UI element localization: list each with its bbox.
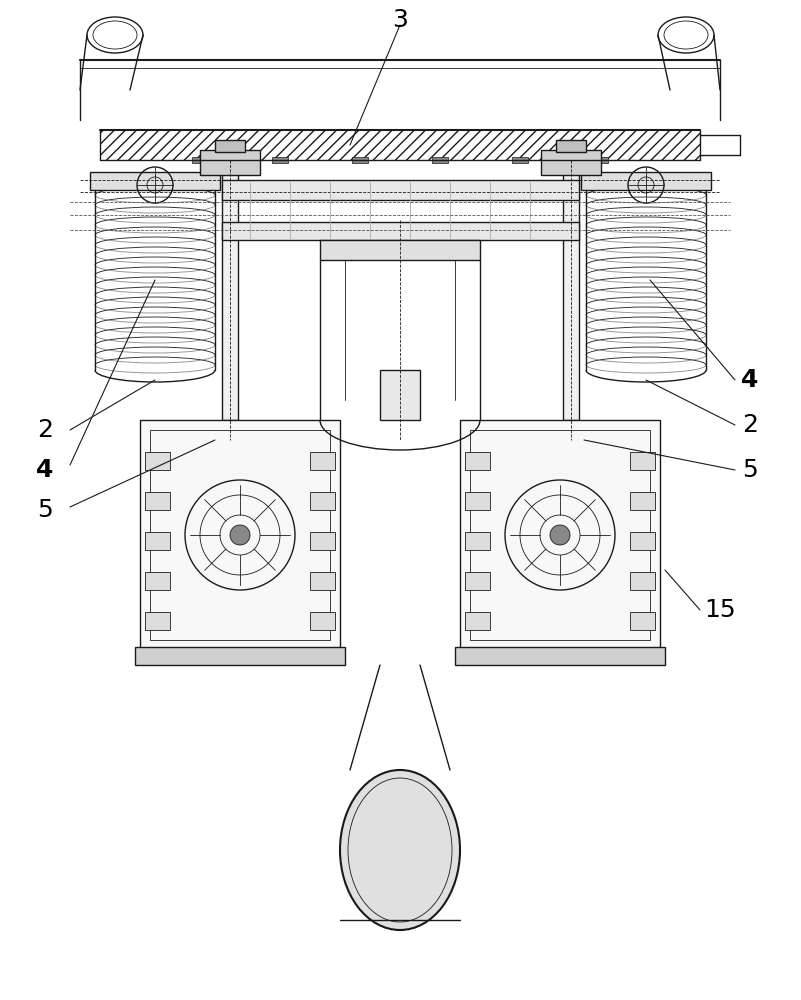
Bar	[145, 492, 170, 510]
Bar	[222, 170, 238, 420]
Bar	[465, 492, 490, 510]
Bar	[541, 150, 601, 175]
Bar	[145, 532, 170, 550]
Bar	[512, 157, 528, 163]
Text: 5: 5	[742, 458, 758, 482]
Ellipse shape	[550, 525, 570, 545]
Bar	[592, 157, 608, 163]
Text: 15: 15	[704, 598, 736, 622]
Bar	[581, 172, 711, 190]
Bar	[272, 157, 288, 163]
Bar	[215, 140, 245, 152]
Bar	[630, 572, 655, 590]
Bar	[460, 420, 660, 650]
Bar	[310, 612, 335, 630]
Bar	[465, 612, 490, 630]
Bar	[200, 150, 260, 175]
Bar	[380, 370, 420, 420]
Bar	[465, 452, 490, 470]
Text: 2: 2	[37, 418, 53, 442]
Bar	[470, 430, 650, 640]
Bar	[140, 420, 340, 650]
Bar	[630, 492, 655, 510]
Text: 4: 4	[36, 458, 54, 482]
Bar	[563, 170, 579, 420]
Bar	[310, 572, 335, 590]
Bar	[320, 240, 480, 260]
Bar	[310, 492, 335, 510]
Bar	[310, 452, 335, 470]
Bar	[630, 612, 655, 630]
Bar	[465, 572, 490, 590]
Text: 4: 4	[741, 368, 759, 392]
Bar	[222, 180, 579, 200]
Text: 3: 3	[392, 8, 408, 32]
Bar	[100, 130, 700, 160]
Bar	[145, 612, 170, 630]
Bar	[455, 647, 665, 665]
Bar	[150, 430, 330, 640]
Bar	[352, 157, 368, 163]
Bar	[630, 452, 655, 470]
Bar	[465, 532, 490, 550]
Ellipse shape	[230, 525, 250, 545]
Bar	[90, 172, 220, 190]
Bar	[630, 532, 655, 550]
Bar	[222, 222, 579, 240]
Text: 2: 2	[742, 413, 758, 437]
Bar	[192, 157, 208, 163]
Bar	[145, 452, 170, 470]
Bar	[310, 532, 335, 550]
Bar	[135, 647, 345, 665]
Text: 5: 5	[37, 498, 53, 522]
Ellipse shape	[340, 770, 460, 930]
Bar	[145, 572, 170, 590]
Bar	[556, 140, 586, 152]
Bar	[432, 157, 448, 163]
